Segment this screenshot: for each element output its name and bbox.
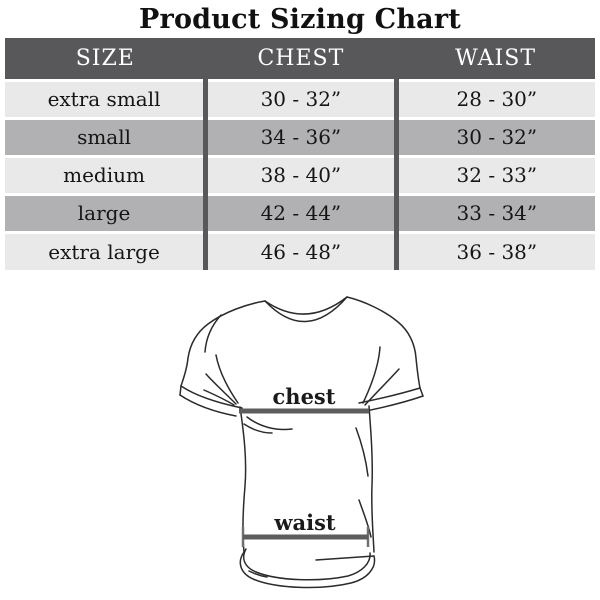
chest-wrinkle: [243, 423, 273, 434]
size-cell: extra small: [5, 78, 206, 119]
chest-cell: 34 - 36”: [203, 116, 397, 157]
left-sleeve-wrinkle: [203, 389, 235, 406]
table-row-extra-large: extra large 46 - 48” 36 - 38”: [5, 230, 595, 271]
right-sleeve-wrinkle: [364, 368, 400, 406]
waist-cell: 36 - 38”: [393, 230, 595, 271]
collar-outer-line: [264, 296, 348, 315]
chest-cell: 42 - 44”: [203, 192, 397, 233]
chest-wrinkle: [246, 416, 293, 431]
chest-measurement: chest: [239, 384, 369, 414]
waist-measurement: waist: [241, 510, 370, 547]
left-sleeve-wrinkle: [215, 354, 239, 404]
left-cuff-bottom-line: [179, 394, 237, 417]
right-torso-wrinkle: [355, 427, 369, 477]
left-shoulder-wrinkle: [204, 314, 222, 353]
waist-cell: 32 - 33”: [393, 154, 595, 195]
table-header-row: SIZE CHEST WAIST: [5, 38, 595, 81]
tshirt-measurement-diagram: chest waist: [170, 288, 430, 600]
column-header-waist: WAIST: [396, 38, 595, 81]
left-sleeve-outline: [180, 300, 266, 387]
page-title: Product Sizing Chart: [139, 4, 461, 35]
chest-label: chest: [273, 384, 336, 409]
waist-cell: 28 - 30”: [393, 78, 595, 119]
chest-cell: 38 - 40”: [203, 154, 397, 195]
column-header-chest: CHEST: [205, 38, 397, 81]
table-row-large: large 42 - 44” 33 - 34”: [5, 192, 595, 233]
collar-inner-line: [264, 296, 348, 323]
tshirt-illustration: chest waist: [179, 296, 424, 589]
waist-cell: 33 - 34”: [393, 192, 595, 233]
right-cuff-edge: [419, 387, 424, 397]
sizing-table: SIZE CHEST WAIST extra small 30 - 32” 28…: [5, 38, 595, 271]
left-sleeve-wrinkle: [205, 373, 237, 405]
hem-fold-line: [315, 555, 375, 561]
hem-fold-line: [248, 570, 268, 578]
column-header-size: SIZE: [5, 38, 206, 81]
waist-label: waist: [273, 510, 335, 535]
size-cell: medium: [5, 154, 206, 195]
size-cell: large: [5, 192, 206, 233]
right-sleeve-outline: [346, 296, 421, 389]
chest-cell: 46 - 48”: [203, 230, 397, 271]
right-sleeve-wrinkle: [362, 346, 381, 404]
hem-outer-line: [239, 551, 376, 589]
tshirt-outline: [179, 296, 424, 589]
hem-inner-line: [243, 548, 371, 581]
left-cuff-edge: [179, 385, 182, 396]
waist-cell: 30 - 32”: [393, 116, 595, 157]
size-cell: small: [5, 116, 206, 157]
table-row-medium: medium 38 - 40” 32 - 33”: [5, 154, 595, 195]
right-torso-wrinkle: [358, 499, 372, 538]
size-cell: extra large: [5, 230, 206, 271]
table-row-extra-small: extra small 30 - 32” 28 - 30”: [5, 78, 595, 119]
chest-cell: 30 - 32”: [203, 78, 397, 119]
torso-right-edge: [368, 405, 375, 553]
table-row-small: small 34 - 36” 30 - 32”: [5, 116, 595, 157]
left-cuff-top-line: [180, 385, 243, 409]
